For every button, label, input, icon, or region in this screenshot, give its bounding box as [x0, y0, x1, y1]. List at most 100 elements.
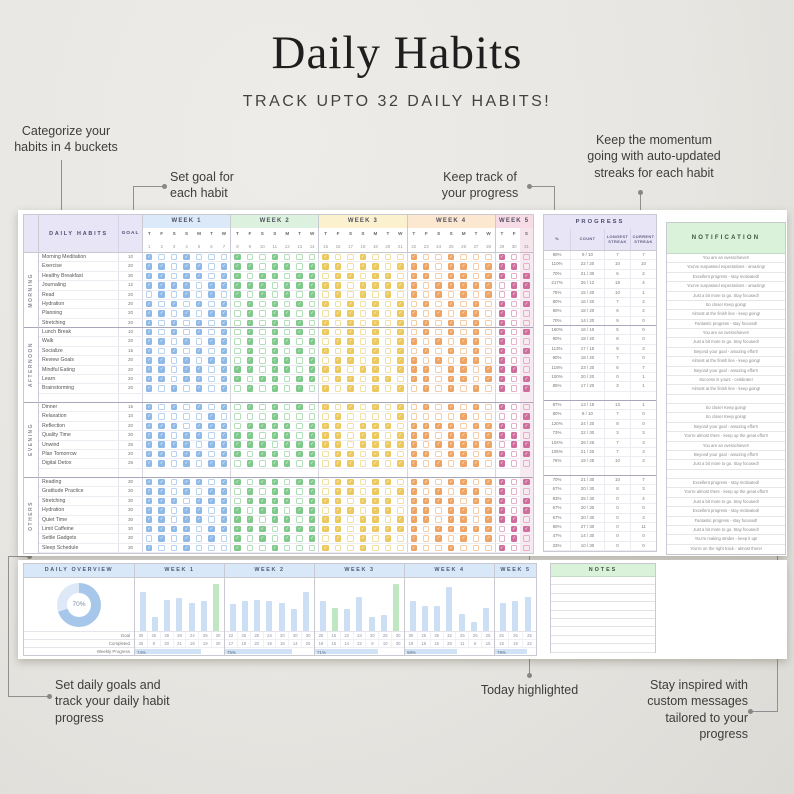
habit-checkbox[interactable]: ✓: [422, 328, 430, 336]
habit-checkbox[interactable]: [234, 422, 241, 430]
habit-name-cell[interactable]: Settle Gadgets: [42, 535, 77, 542]
habit-checkbox[interactable]: ✓: [208, 460, 215, 467]
habit-checkbox[interactable]: ✓: [498, 385, 506, 392]
habit-checkbox[interactable]: [220, 291, 228, 298]
habit-checkbox[interactable]: ✓: [183, 478, 190, 486]
habit-checkbox[interactable]: ✓: [359, 282, 367, 289]
habit-checkbox[interactable]: ✓: [347, 375, 354, 383]
habit-checkbox[interactable]: [322, 488, 329, 495]
habit-checkbox[interactable]: ✓: [523, 497, 530, 505]
habit-checkbox[interactable]: [447, 291, 455, 298]
habit-checkbox[interactable]: [259, 319, 266, 327]
habit-checkbox[interactable]: ✓: [510, 282, 518, 289]
habit-checkbox[interactable]: [208, 450, 215, 458]
habit-checkbox[interactable]: ✓: [158, 460, 165, 467]
habit-checkbox[interactable]: ✓: [523, 413, 530, 420]
habit-name-cell[interactable]: Plan Tomorrow: [42, 450, 77, 457]
habit-checkbox[interactable]: ✓: [308, 291, 316, 298]
habit-checkbox[interactable]: [422, 460, 430, 467]
habit-checkbox[interactable]: ✓: [359, 366, 367, 373]
habit-checkbox[interactable]: [283, 253, 291, 261]
habit-checkbox[interactable]: [510, 338, 518, 345]
habit-checkbox[interactable]: ✓: [372, 403, 379, 411]
note-line[interactable]: [551, 577, 655, 586]
habit-checkbox[interactable]: [422, 544, 430, 552]
habit-checkbox[interactable]: [259, 328, 266, 336]
habit-checkbox[interactable]: ✓: [283, 338, 291, 345]
habit-checkbox[interactable]: [322, 310, 329, 317]
habit-checkbox[interactable]: ✓: [308, 272, 316, 280]
habit-checkbox[interactable]: ✓: [183, 460, 190, 467]
habit-checkbox[interactable]: ✓: [271, 300, 279, 308]
habit-checkbox[interactable]: ✓: [271, 403, 279, 411]
habit-checkbox[interactable]: [359, 488, 367, 495]
habit-checkbox[interactable]: ✓: [397, 328, 404, 336]
habit-checkbox[interactable]: ✓: [283, 488, 291, 495]
habit-checkbox[interactable]: [322, 535, 329, 542]
habit-checkbox[interactable]: ✓: [271, 516, 279, 523]
habit-checkbox[interactable]: [296, 253, 303, 261]
habit-checkbox[interactable]: ✓: [145, 347, 153, 355]
habit-checkbox[interactable]: ✓: [447, 544, 455, 552]
habit-checkbox[interactable]: [145, 535, 153, 542]
habit-checkbox[interactable]: ✓: [158, 441, 165, 448]
habit-checkbox[interactable]: ✓: [460, 310, 467, 317]
habit-name-cell[interactable]: Healthy Breakfast: [42, 272, 83, 279]
habit-checkbox[interactable]: [510, 478, 518, 486]
habit-checkbox[interactable]: [510, 357, 518, 364]
habit-checkbox[interactable]: ✓: [334, 310, 342, 317]
habit-checkbox[interactable]: ✓: [410, 338, 418, 345]
habit-checkbox[interactable]: [510, 310, 518, 317]
habit-checkbox[interactable]: [397, 450, 404, 458]
habit-checkbox[interactable]: ✓: [460, 366, 467, 373]
habit-checkbox[interactable]: ✓: [322, 497, 329, 505]
habit-checkbox[interactable]: [485, 488, 492, 495]
habit-checkbox[interactable]: [359, 300, 367, 308]
habit-checkbox[interactable]: [372, 253, 379, 261]
habit-checkbox[interactable]: [384, 403, 392, 411]
habit-checkbox[interactable]: ✓: [410, 441, 418, 448]
habit-checkbox[interactable]: [246, 535, 254, 542]
habit-checkbox[interactable]: [410, 300, 418, 308]
habit-checkbox[interactable]: ✓: [220, 441, 228, 448]
habit-checkbox[interactable]: ✓: [183, 375, 190, 383]
habit-checkbox[interactable]: ✓: [447, 525, 455, 533]
habit-checkbox[interactable]: ✓: [498, 403, 506, 411]
habit-checkbox[interactable]: ✓: [234, 525, 241, 533]
habit-checkbox[interactable]: ✓: [296, 441, 303, 448]
habit-checkbox[interactable]: ✓: [384, 272, 392, 280]
habit-checkbox[interactable]: [334, 544, 342, 552]
habit-checkbox[interactable]: ✓: [296, 478, 303, 486]
habit-checkbox[interactable]: ✓: [384, 422, 392, 430]
habit-checkbox[interactable]: [498, 282, 506, 289]
habit-checkbox[interactable]: ✓: [271, 319, 279, 327]
habit-checkbox[interactable]: ✓: [347, 507, 354, 514]
habit-checkbox[interactable]: [296, 291, 303, 298]
habit-checkbox[interactable]: ✓: [158, 497, 165, 505]
habit-name-cell[interactable]: Quality Time: [42, 432, 71, 439]
habit-checkbox[interactable]: [510, 300, 518, 308]
habit-checkbox[interactable]: ✓: [208, 310, 215, 317]
habit-checkbox[interactable]: ✓: [308, 422, 316, 430]
habit-checkbox[interactable]: ✓: [523, 347, 530, 355]
habit-checkbox[interactable]: ✓: [410, 478, 418, 486]
habit-checkbox[interactable]: [322, 338, 329, 345]
habit-name-cell[interactable]: Socialize: [42, 347, 63, 354]
habit-checkbox[interactable]: [234, 497, 241, 505]
habit-checkbox[interactable]: ✓: [308, 366, 316, 373]
habit-checkbox[interactable]: ✓: [308, 263, 316, 270]
habit-checkbox[interactable]: ✓: [283, 460, 291, 467]
habit-checkbox[interactable]: [271, 291, 279, 298]
habit-checkbox[interactable]: [384, 366, 392, 373]
habit-checkbox[interactable]: ✓: [359, 525, 367, 533]
habit-checkbox[interactable]: [234, 328, 241, 336]
habit-checkbox[interactable]: [397, 497, 404, 505]
habit-checkbox[interactable]: [283, 507, 291, 514]
habit-checkbox[interactable]: ✓: [498, 347, 506, 355]
habit-checkbox[interactable]: ✓: [283, 516, 291, 523]
habit-checkbox[interactable]: ✓: [283, 497, 291, 505]
habit-checkbox[interactable]: ✓: [460, 516, 467, 523]
habit-checkbox[interactable]: [220, 413, 228, 420]
goal-cell[interactable]: 12: [118, 281, 142, 290]
habit-checkbox[interactable]: ✓: [447, 253, 455, 261]
